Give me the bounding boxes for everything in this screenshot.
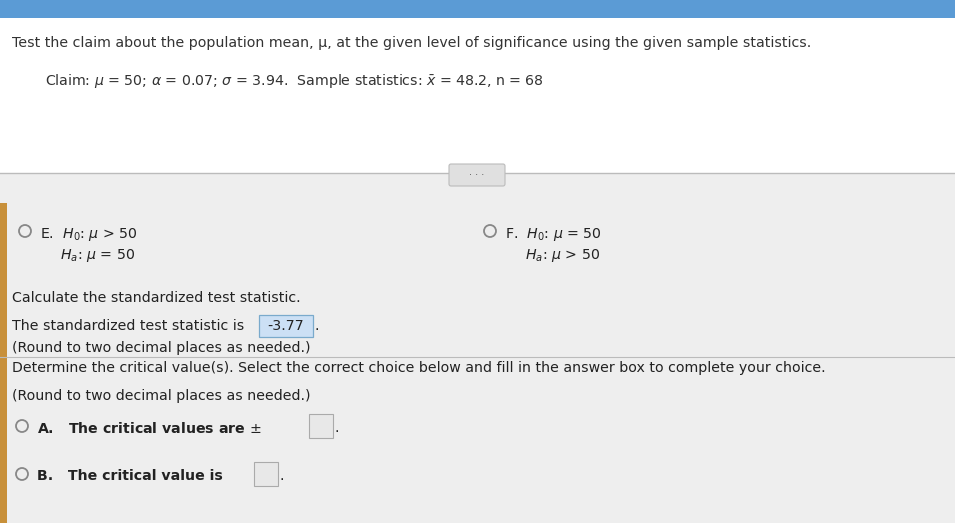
- Text: The standardized test statistic is: The standardized test statistic is: [12, 319, 244, 333]
- FancyBboxPatch shape: [0, 0, 955, 18]
- Text: Calculate the standardized test statistic.: Calculate the standardized test statisti…: [12, 291, 301, 305]
- FancyBboxPatch shape: [309, 414, 333, 438]
- Text: Claim: $\mu$ = 50; $\alpha$ = 0.07; $\sigma$ = 3.94.  Sample statistics: $\bar{x: Claim: $\mu$ = 50; $\alpha$ = 0.07; $\si…: [45, 72, 544, 90]
- Text: $H_a$: $\mu$ = 50: $H_a$: $\mu$ = 50: [60, 247, 135, 264]
- Text: B.   The critical value is: B. The critical value is: [37, 469, 223, 483]
- FancyBboxPatch shape: [449, 164, 505, 186]
- Text: (Round to two decimal places as needed.): (Round to two decimal places as needed.): [12, 341, 310, 355]
- Text: .: .: [314, 319, 319, 333]
- Text: Determine the critical value(s). Select the correct choice below and fill in the: Determine the critical value(s). Select …: [12, 361, 826, 375]
- FancyBboxPatch shape: [0, 173, 955, 523]
- FancyBboxPatch shape: [0, 18, 955, 173]
- Text: · · ·: · · ·: [469, 170, 484, 180]
- FancyBboxPatch shape: [259, 315, 313, 337]
- Text: F.  $H_0$: $\mu$ = 50: F. $H_0$: $\mu$ = 50: [505, 226, 602, 243]
- Text: Test the claim about the population mean, μ, at the given level of significance : Test the claim about the population mean…: [12, 36, 811, 50]
- Text: $H_a$: $\mu$ > 50: $H_a$: $\mu$ > 50: [525, 247, 600, 264]
- Text: .: .: [334, 421, 338, 435]
- FancyBboxPatch shape: [0, 203, 7, 523]
- Text: (Round to two decimal places as needed.): (Round to two decimal places as needed.): [12, 389, 310, 403]
- Text: -3.77: -3.77: [267, 319, 305, 333]
- FancyBboxPatch shape: [254, 462, 278, 486]
- Text: .: .: [279, 469, 284, 483]
- Text: A.   The critical values are $\pm$: A. The critical values are $\pm$: [37, 421, 262, 436]
- Text: E.  $H_0$: $\mu$ > 50: E. $H_0$: $\mu$ > 50: [40, 226, 138, 243]
